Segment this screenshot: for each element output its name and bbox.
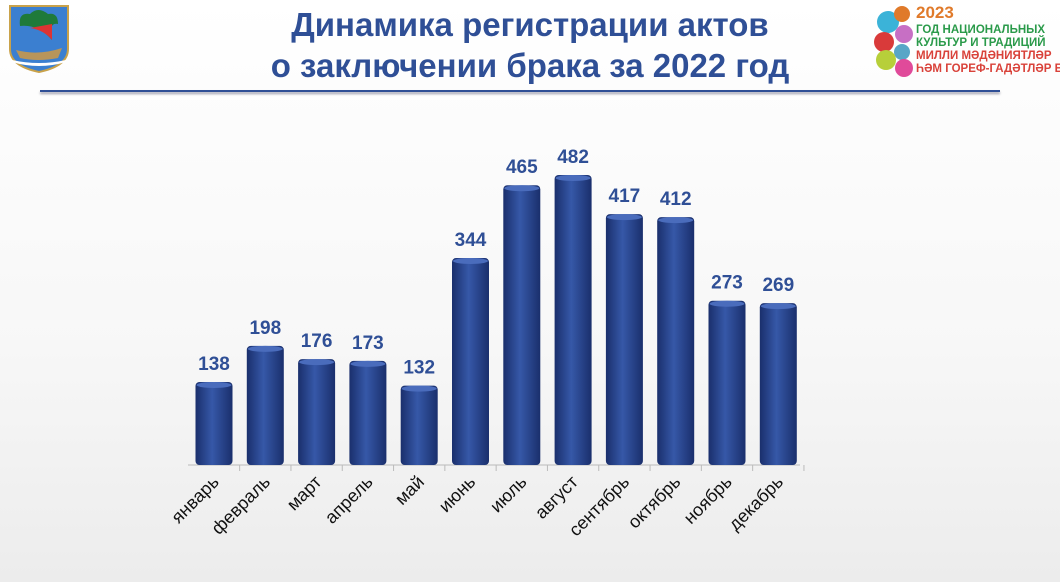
bar bbox=[349, 360, 387, 465]
bar bbox=[503, 185, 541, 465]
x-tick-label: июль bbox=[486, 472, 531, 517]
festival-line-3: МИЛЛИ МӘДӘНИЯТЛӘР bbox=[916, 50, 1052, 62]
data-label: 138 bbox=[198, 354, 230, 375]
bar bbox=[195, 381, 233, 465]
x-tick-label: апрель bbox=[321, 472, 377, 528]
bar-top bbox=[658, 217, 694, 224]
festival-line-4: ҺӘМ ГОРЕФ-ГАДӘТЛӘР ЕЛЫ bbox=[916, 63, 1060, 75]
bar-top bbox=[453, 258, 488, 265]
x-tick-label: декабрь bbox=[725, 472, 788, 535]
title-line-2: о заключении брака за 2022 год bbox=[270, 47, 790, 84]
bar-top bbox=[606, 214, 642, 221]
bar bbox=[400, 385, 438, 465]
festival-line-1: ГОД НАЦИОНАЛЬНЫХ bbox=[916, 24, 1046, 36]
bar bbox=[246, 345, 284, 465]
data-label: 417 bbox=[609, 186, 641, 207]
x-tick-label: август bbox=[531, 472, 582, 523]
bar-top bbox=[555, 175, 591, 181]
festival-year: 2023 bbox=[916, 3, 954, 22]
data-label: 269 bbox=[762, 275, 794, 296]
x-tick-label: май bbox=[391, 472, 428, 509]
data-label: 344 bbox=[455, 230, 487, 251]
bar-top bbox=[196, 381, 232, 388]
bar bbox=[452, 258, 489, 465]
data-label: 412 bbox=[660, 189, 692, 210]
title-line-1: Динамика регистрации актов bbox=[291, 6, 769, 43]
page-title: Динамика регистрации актов о заключении … bbox=[150, 4, 910, 86]
x-tick-label: март bbox=[283, 472, 326, 515]
ornament-icon bbox=[874, 6, 913, 77]
data-label: 176 bbox=[301, 331, 333, 352]
bar-top bbox=[350, 360, 386, 367]
data-label: 482 bbox=[557, 147, 589, 168]
data-label: 198 bbox=[249, 318, 281, 339]
bar bbox=[605, 214, 643, 465]
festival-line-2: КУЛЬТУР И ТРАДИЦИЙ bbox=[916, 37, 1046, 49]
bar-top bbox=[760, 303, 796, 310]
x-tick-label: июнь bbox=[435, 472, 479, 516]
bar bbox=[708, 300, 746, 465]
data-label: 173 bbox=[352, 333, 384, 354]
bar bbox=[657, 217, 695, 465]
title-divider bbox=[40, 90, 1000, 92]
city-emblem-icon bbox=[9, 5, 69, 74]
data-label: 465 bbox=[506, 157, 538, 178]
bar-top bbox=[504, 185, 540, 192]
bar bbox=[554, 175, 592, 465]
bar-top bbox=[299, 359, 335, 366]
bar-top bbox=[247, 345, 283, 352]
bar-top bbox=[401, 385, 437, 392]
bar bbox=[298, 359, 336, 465]
data-label: 132 bbox=[403, 358, 435, 379]
x-tick-label: октябрь bbox=[624, 472, 685, 533]
festival-logo: 2023 ГОД НАЦИОНАЛЬНЫХ КУЛЬТУР И ТРАДИЦИЙ… bbox=[872, 2, 1060, 80]
bar-top bbox=[709, 300, 745, 307]
bar bbox=[759, 303, 797, 465]
data-label: 273 bbox=[711, 273, 743, 294]
